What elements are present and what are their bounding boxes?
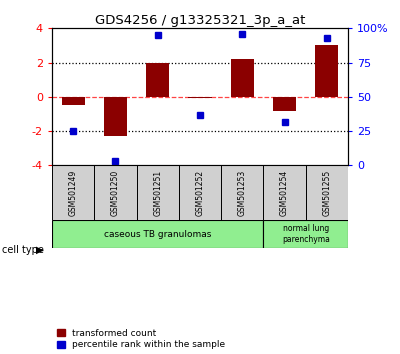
Text: ▶: ▶ — [36, 245, 44, 255]
Bar — [62, 97, 85, 105]
Legend: transformed count, percentile rank within the sample: transformed count, percentile rank withi… — [56, 329, 225, 349]
Text: cell type: cell type — [2, 245, 44, 255]
Text: GSM501252: GSM501252 — [196, 170, 204, 216]
Bar — [315, 45, 338, 97]
FancyBboxPatch shape — [52, 220, 264, 248]
Title: GDS4256 / g13325321_3p_a_at: GDS4256 / g13325321_3p_a_at — [95, 14, 305, 27]
FancyBboxPatch shape — [179, 166, 221, 220]
Text: GSM501251: GSM501251 — [153, 170, 162, 216]
FancyBboxPatch shape — [52, 166, 94, 220]
FancyBboxPatch shape — [264, 166, 306, 220]
Bar — [104, 97, 127, 136]
Text: GSM501253: GSM501253 — [238, 170, 247, 216]
FancyBboxPatch shape — [94, 166, 136, 220]
FancyBboxPatch shape — [221, 166, 264, 220]
FancyBboxPatch shape — [306, 166, 348, 220]
FancyBboxPatch shape — [264, 220, 348, 248]
Bar — [188, 97, 212, 98]
Text: GSM501249: GSM501249 — [69, 170, 78, 216]
Text: GSM501250: GSM501250 — [111, 170, 120, 216]
FancyBboxPatch shape — [136, 166, 179, 220]
Bar — [273, 97, 296, 111]
Text: GSM501255: GSM501255 — [322, 170, 331, 216]
Bar — [146, 63, 169, 97]
Text: GSM501254: GSM501254 — [280, 170, 289, 216]
Text: caseous TB granulomas: caseous TB granulomas — [104, 230, 212, 239]
Text: normal lung
parenchyma: normal lung parenchyma — [282, 224, 330, 244]
Bar — [231, 59, 254, 97]
